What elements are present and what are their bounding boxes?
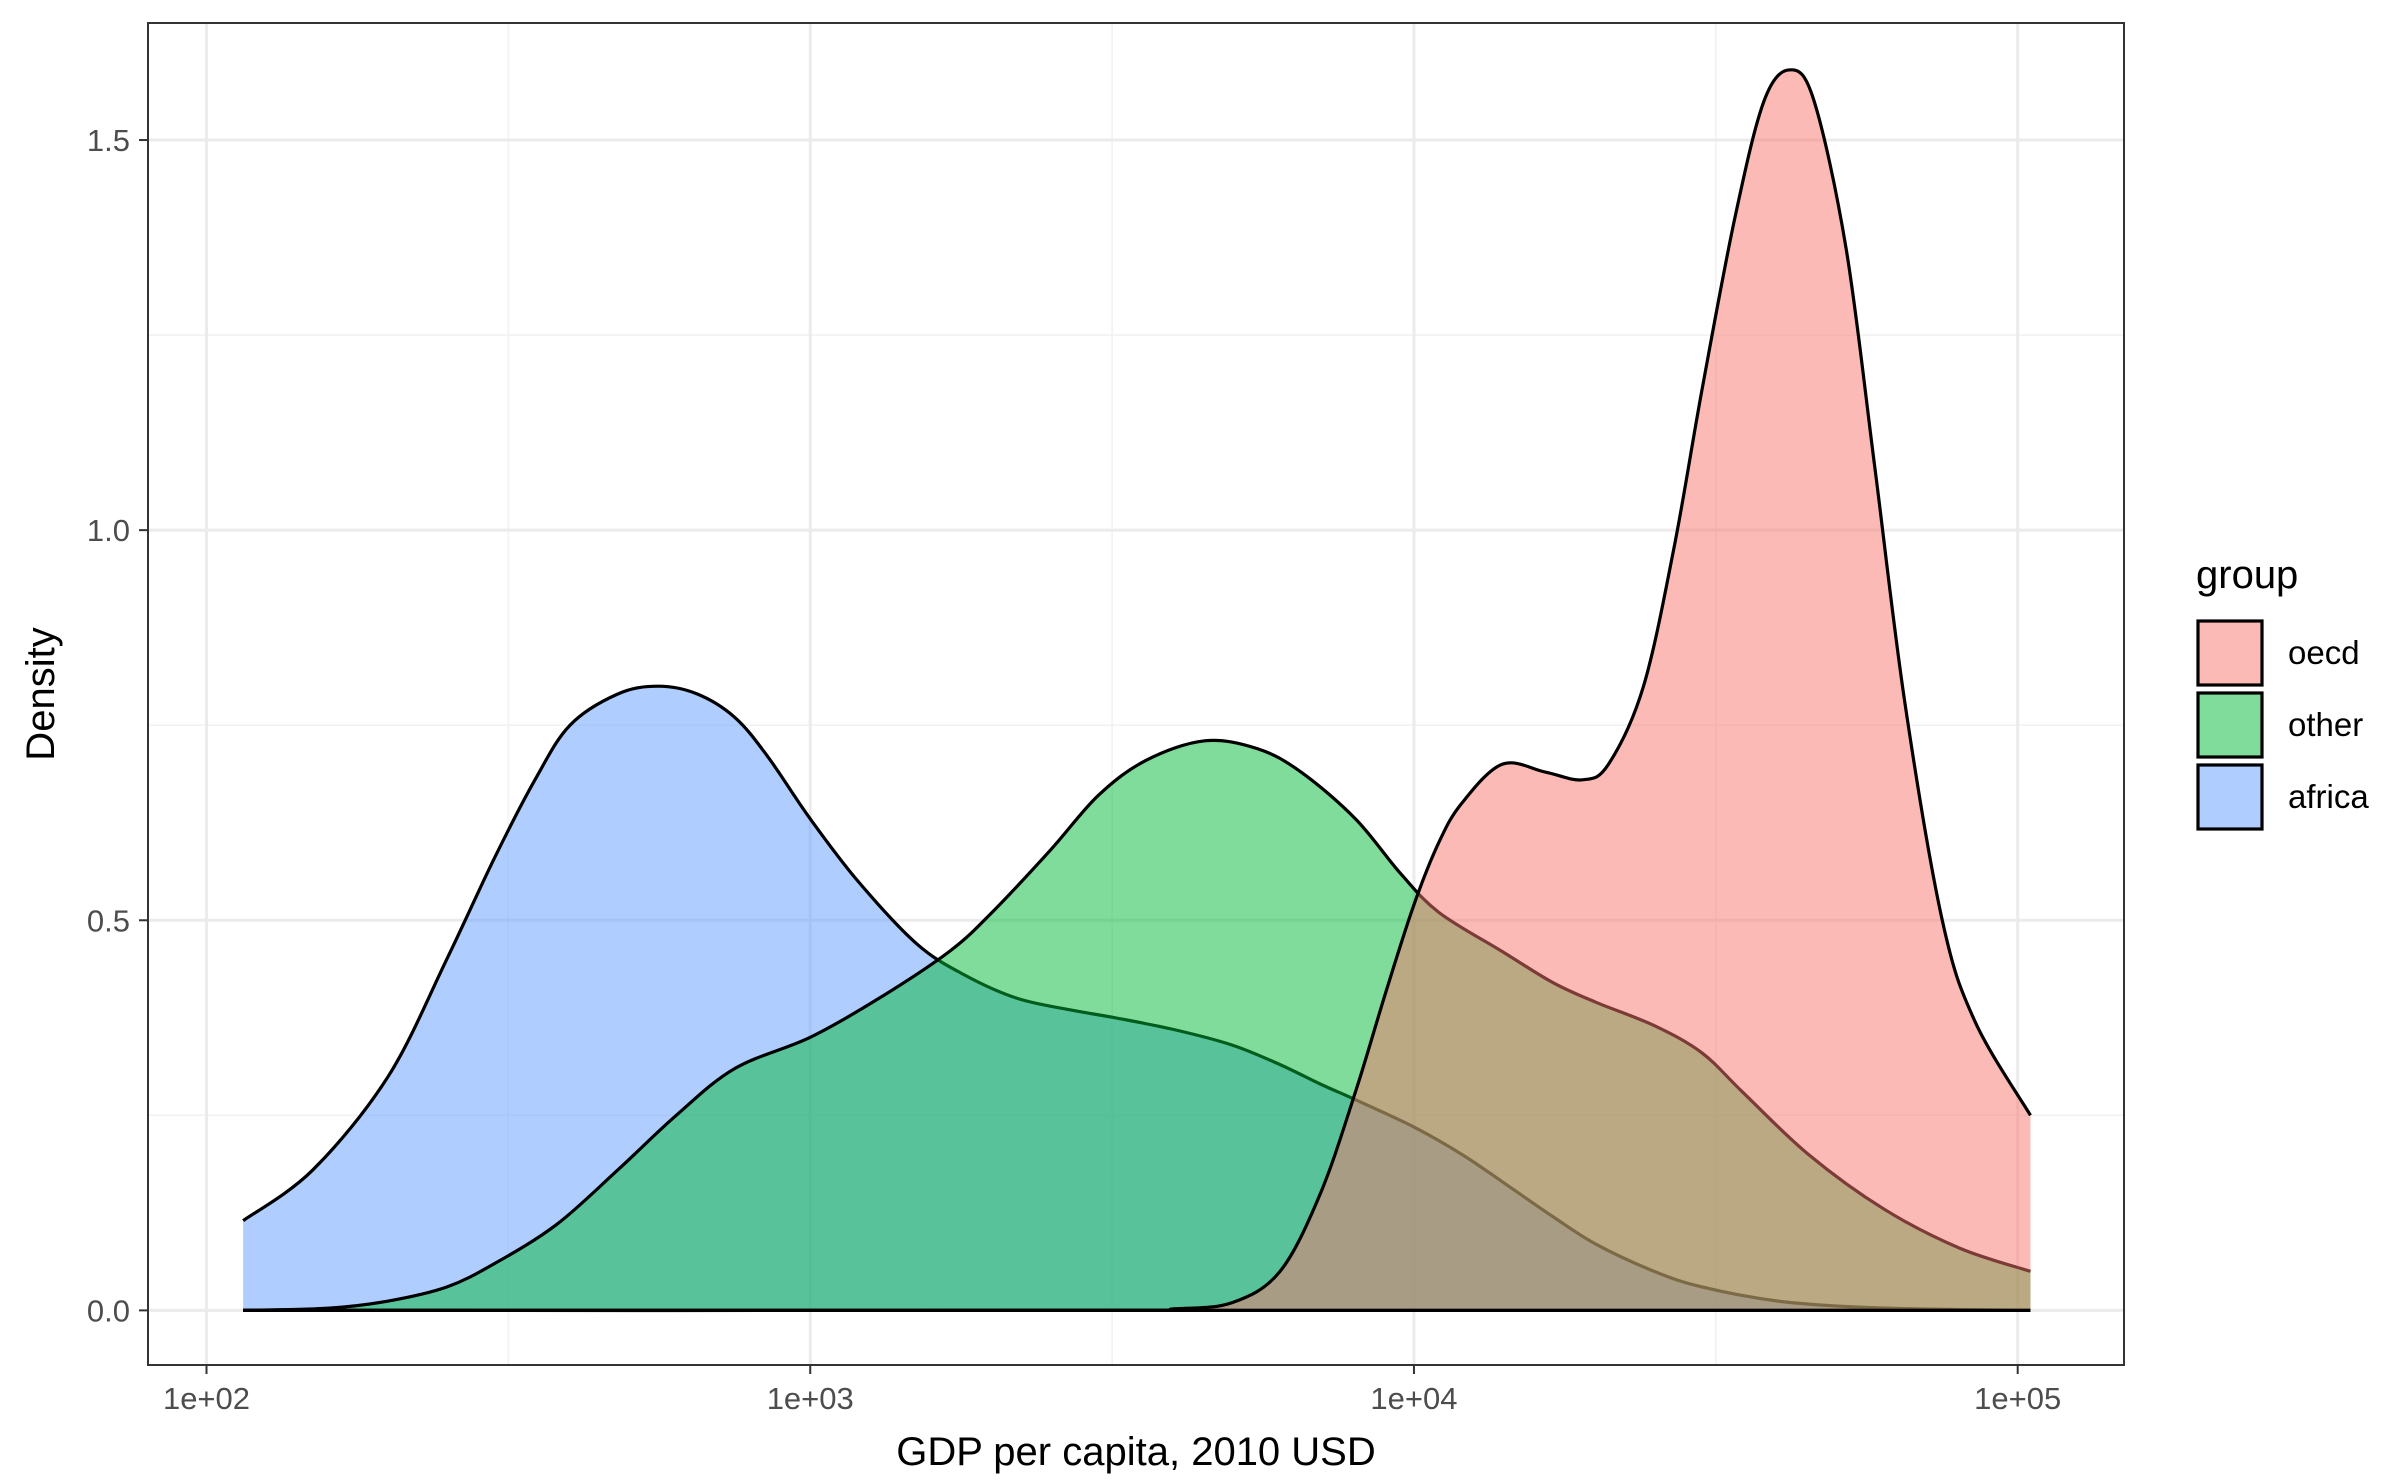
legend-label-africa: africa <box>2288 778 2369 815</box>
x-tick-label: 1e+05 <box>1974 1381 2061 1416</box>
density-series-oecd <box>243 68 2032 1313</box>
density-area-oecd <box>243 69 2031 1311</box>
x-axis-title: GDP per capita, 2010 USD <box>896 1430 1376 1474</box>
x-tick-label: 1e+04 <box>1370 1381 1457 1416</box>
y-axis-title: Density <box>19 627 63 760</box>
x-tick-label: 1e+02 <box>163 1381 250 1416</box>
y-tick-label: 0.0 <box>87 1293 130 1328</box>
legend-label-other: other <box>2288 706 2363 743</box>
axes: 1e+02 1e+03 1e+04 1e+05 0.0 0.5 1.0 1.5 <box>87 123 2061 1416</box>
legend-label-oecd: oecd <box>2288 634 2360 671</box>
legend-item-other: other <box>2196 691 2363 759</box>
x-tick-label: 1e+03 <box>767 1381 854 1416</box>
panel-border <box>147 22 2125 1366</box>
legend-swatch-oecd <box>2196 619 2264 687</box>
density-areas <box>242 68 2032 1313</box>
legend-item-oecd: oecd <box>2196 619 2360 687</box>
y-tick-label: 0.5 <box>87 903 130 938</box>
legend-item-africa: africa <box>2196 763 2369 831</box>
legend: group oecd other africa <box>2196 553 2369 831</box>
y-tick-label: 1.0 <box>87 513 130 548</box>
legend-swatch-other <box>2196 691 2264 759</box>
y-tick-label: 1.5 <box>87 123 130 158</box>
legend-title: group <box>2196 553 2298 597</box>
legend-swatch-africa <box>2196 763 2264 831</box>
density-line-oecd <box>243 68 2032 1313</box>
legend-items: oecd other africa <box>2196 619 2369 831</box>
